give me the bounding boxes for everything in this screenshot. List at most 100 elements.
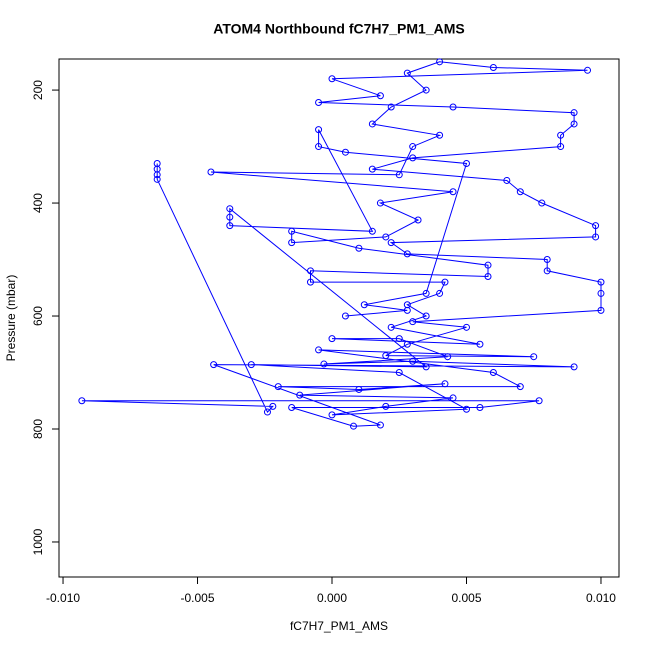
data-point (368, 120, 376, 128)
data-point (570, 120, 578, 128)
x-tick-label: -0.005 (181, 591, 215, 605)
data-point (274, 383, 282, 391)
data-point (376, 199, 384, 207)
data-point (462, 405, 470, 413)
data-point (462, 323, 470, 331)
data-point (288, 404, 296, 412)
data-point (516, 188, 524, 196)
data-point (403, 69, 411, 77)
data-point (436, 131, 444, 139)
data-point (306, 267, 314, 275)
data-point (409, 154, 417, 162)
data-point (226, 205, 234, 213)
data-point (387, 323, 395, 331)
data-point (538, 199, 546, 207)
data-point (422, 312, 430, 320)
data-point (288, 227, 296, 235)
data-point (441, 380, 449, 388)
data-point (570, 109, 578, 117)
data-point (247, 361, 255, 369)
data-point (210, 361, 218, 369)
data-point (584, 66, 592, 74)
data-point (570, 363, 578, 371)
data-point (403, 250, 411, 258)
data-point (306, 278, 314, 286)
data-point (78, 397, 86, 405)
data-point (395, 369, 403, 377)
data-point (269, 402, 277, 410)
data-point (296, 391, 304, 399)
data-point (382, 402, 390, 410)
data-point (341, 312, 349, 320)
data-point (444, 353, 452, 361)
data-point (395, 171, 403, 179)
x-axis-label: fC7H7_PM1_AMS (290, 619, 388, 633)
data-point (436, 289, 444, 297)
data-point (207, 168, 215, 176)
data-point (341, 148, 349, 156)
data-point (395, 335, 403, 343)
data-point (543, 267, 551, 275)
data-point (489, 63, 497, 71)
data-point (592, 233, 600, 241)
data-point (449, 103, 457, 111)
data-point (449, 394, 457, 402)
y-tick-label: 800 (31, 419, 45, 439)
data-point (360, 301, 368, 309)
y-tick-label: 400 (31, 193, 45, 213)
data-point (449, 188, 457, 196)
data-point (288, 239, 296, 247)
data-point (476, 404, 484, 412)
data-point (422, 363, 430, 371)
data-point (226, 222, 234, 230)
data-point (368, 165, 376, 173)
x-tick-label: 0.000 (317, 591, 347, 605)
data-point (355, 385, 363, 393)
data-point (315, 126, 323, 134)
data-point (328, 411, 336, 419)
data-point (315, 346, 323, 354)
y-axis-label: Pressure (mbar) (4, 275, 18, 362)
x-tick-label: 0.005 (451, 591, 481, 605)
data-point (315, 143, 323, 151)
data-point (597, 306, 605, 314)
data-point (387, 239, 395, 247)
data-point (376, 421, 384, 429)
data-point (597, 278, 605, 286)
data-point (557, 131, 565, 139)
data-point (409, 318, 417, 326)
data-point (315, 98, 323, 106)
data-point (409, 143, 417, 151)
data-point (557, 143, 565, 151)
data-point (489, 369, 497, 377)
data-point (387, 103, 395, 111)
data-point (368, 227, 376, 235)
data-line (81, 61, 602, 427)
x-tick-label: 0.010 (586, 591, 616, 605)
data-point (516, 383, 524, 391)
data-point (350, 422, 358, 430)
data-point (382, 233, 390, 241)
data-point (403, 306, 411, 314)
data-point (355, 244, 363, 252)
data-point (476, 340, 484, 348)
data-point (422, 289, 430, 297)
data-point (376, 92, 384, 100)
data-point (414, 216, 422, 224)
data-point (543, 256, 551, 264)
data-point (382, 352, 390, 360)
data-point (153, 171, 161, 179)
x-tick-label: -0.010 (46, 591, 80, 605)
data-point (592, 222, 600, 230)
data-point (597, 289, 605, 297)
y-tick-label: 200 (31, 80, 45, 100)
data-point (153, 175, 161, 183)
data-point (441, 278, 449, 286)
plot-frame (58, 58, 620, 578)
y-tick-label: 600 (31, 306, 45, 326)
chart-title: ATOM4 Northbound fC7H7_PM1_AMS (213, 21, 465, 37)
data-point (328, 335, 336, 343)
data-point (226, 213, 234, 221)
